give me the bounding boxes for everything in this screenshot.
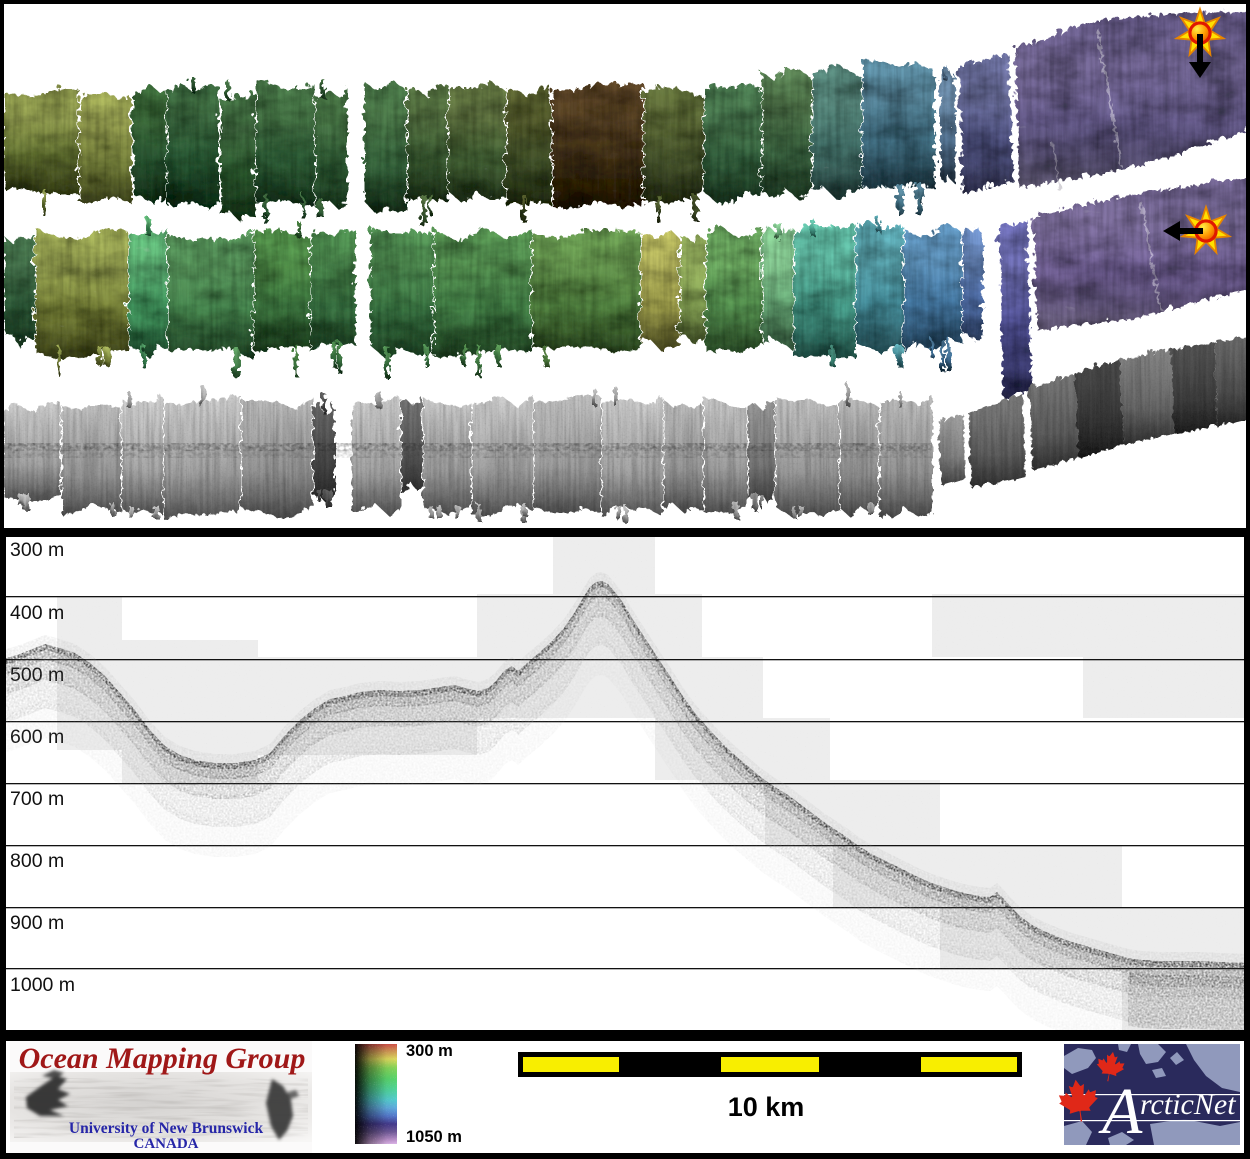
svg-text:300 m: 300 m xyxy=(406,1042,453,1060)
svg-text:1000 m: 1000 m xyxy=(10,974,75,996)
svg-text:rcticNet: rcticNet xyxy=(1140,1088,1236,1121)
svg-text:400 m: 400 m xyxy=(10,602,64,624)
svg-text:University of New Brunswick: University of New Brunswick xyxy=(69,1120,264,1137)
svg-text:Ocean Mapping Group: Ocean Mapping Group xyxy=(19,1042,306,1075)
svg-text:A: A xyxy=(1098,1075,1143,1148)
svg-text:700 m: 700 m xyxy=(10,788,64,810)
svg-text:1050 m: 1050 m xyxy=(406,1128,462,1146)
svg-text:10 km: 10 km xyxy=(728,1092,805,1122)
svg-text:CANADA: CANADA xyxy=(134,1136,199,1152)
svg-text:900 m: 900 m xyxy=(10,912,64,934)
svg-text:800 m: 800 m xyxy=(10,850,64,872)
svg-text:300 m: 300 m xyxy=(10,539,64,561)
